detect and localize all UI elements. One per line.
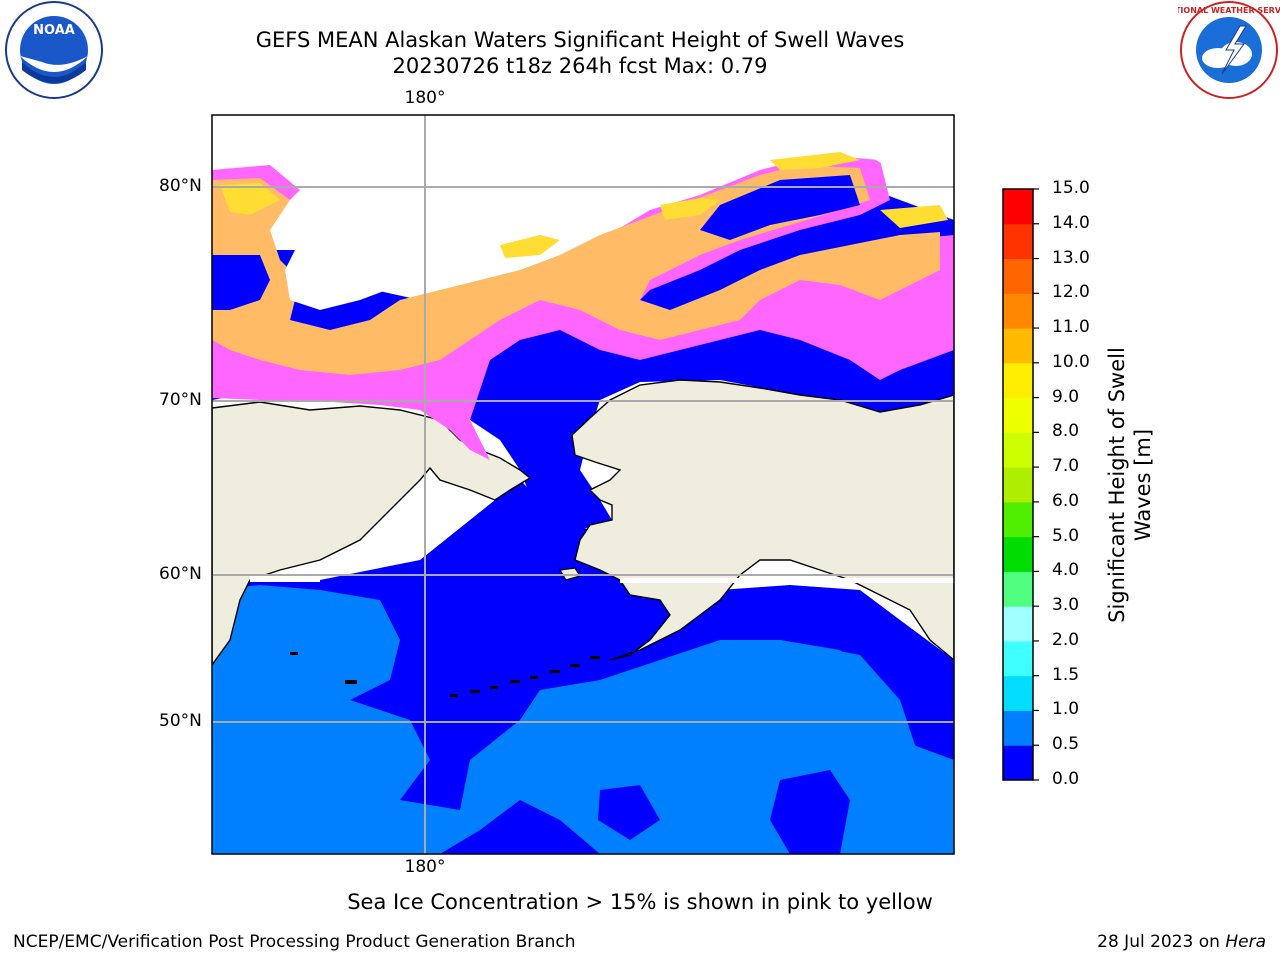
footer-credit: NCEP/EMC/Verification Post Processing Pr… xyxy=(13,932,576,952)
colorbar-tick-label: 9.0 xyxy=(1052,386,1080,407)
colorbar-swatch xyxy=(1003,362,1033,399)
colorbar-tick-label: 1.5 xyxy=(1052,664,1080,685)
colorbar-swatch xyxy=(1003,571,1033,607)
pacific-blue-patch xyxy=(770,770,850,854)
alaska-land xyxy=(571,379,954,661)
plot-subtitle: 20230726 t18z 264h fcst Max: 0.79 xyxy=(392,54,768,78)
colorbar-tick-label: 12.0 xyxy=(1052,282,1090,303)
colorbar-swatch xyxy=(1003,710,1033,746)
lat-label-70: 70°N xyxy=(159,390,202,410)
nws-logo: NATIONAL WEATHER SERVICE xyxy=(1178,1,1280,99)
aleutian-islands xyxy=(290,652,600,697)
footer-date-text: 28 Jul 2023 on xyxy=(1097,932,1220,952)
lat-label-60: 60°N xyxy=(159,564,202,584)
colorbar-tick-label: 6.0 xyxy=(1052,490,1080,511)
colorbar-label: Significant Height of Swell Waves [m] xyxy=(1105,347,1155,623)
colorbar-frame xyxy=(1002,188,1034,781)
colorbar-tick-label: 15.0 xyxy=(1052,178,1090,198)
colorbar-swatch xyxy=(1003,397,1033,433)
footer-host: Hera xyxy=(1225,932,1266,952)
colorbar-tick-label: 5.0 xyxy=(1052,525,1080,546)
colorbar-tick-label: 11.0 xyxy=(1052,317,1090,338)
sea-ice-note: Sea Ice Concentration > 15% is shown in … xyxy=(347,890,933,914)
gridlines xyxy=(212,115,954,854)
noaa-logo: NOAA xyxy=(5,1,103,99)
colorbar-swatch xyxy=(1003,606,1033,642)
pacific-blue-patch2 xyxy=(598,785,660,840)
colorbar-tick-label: 3.0 xyxy=(1052,595,1080,616)
colorbar-swatch xyxy=(1003,675,1033,711)
arctic-no-data-2 xyxy=(760,120,954,185)
colorbar-tick-label: 8.0 xyxy=(1052,421,1080,442)
map-frame xyxy=(211,114,955,855)
plot-title: GEFS MEAN Alaskan Waters Significant Hei… xyxy=(255,28,905,52)
colorbar-tick-label: 14.0 xyxy=(1052,212,1090,233)
colorbar-swatch xyxy=(1003,293,1033,329)
colorbar-swatch xyxy=(1003,223,1033,260)
colorbar-swatch xyxy=(1003,467,1033,503)
colorbar-tick-label: 2.0 xyxy=(1052,629,1080,650)
nws-logo-text: NATIONAL WEATHER SERVICE xyxy=(1178,6,1280,15)
noaa-logo-text: NOAA xyxy=(33,23,75,38)
colorbar-swatch xyxy=(1003,432,1033,468)
lat-label-80: 80°N xyxy=(159,176,202,196)
lon-label-top: 180° xyxy=(404,88,446,108)
arctic-no-data xyxy=(285,195,500,310)
colorbar-tick-label: 1.0 xyxy=(1052,699,1080,720)
colorbar-swatch xyxy=(1003,745,1033,781)
footer-date: 28 Jul 2023 on Hera xyxy=(1097,932,1266,952)
colorbar xyxy=(1002,188,1039,781)
colorbar-tick-label: 0.5 xyxy=(1052,734,1080,755)
colorbar-tick-label: 10.0 xyxy=(1052,351,1090,372)
colorbar-tick-label: 0.0 xyxy=(1052,769,1080,789)
lat-label-50: 50°N xyxy=(159,711,202,731)
colorbar-swatch xyxy=(1003,501,1033,538)
colorbar-swatch xyxy=(1003,258,1033,294)
arctic-blue-pocket xyxy=(700,175,860,240)
colorbar-tick-label: 7.0 xyxy=(1052,456,1080,477)
arctic-blue-west xyxy=(212,255,270,310)
lon-label-bottom: 180° xyxy=(404,857,446,877)
colorbar-swatch xyxy=(1003,189,1033,225)
colorbar-tick-label: 4.0 xyxy=(1052,560,1080,581)
colorbar-tick-label: 13.0 xyxy=(1052,247,1090,268)
colorbar-swatch xyxy=(1003,536,1033,572)
colorbar-swatch xyxy=(1003,640,1033,677)
colorbar-swatch xyxy=(1003,328,1033,364)
